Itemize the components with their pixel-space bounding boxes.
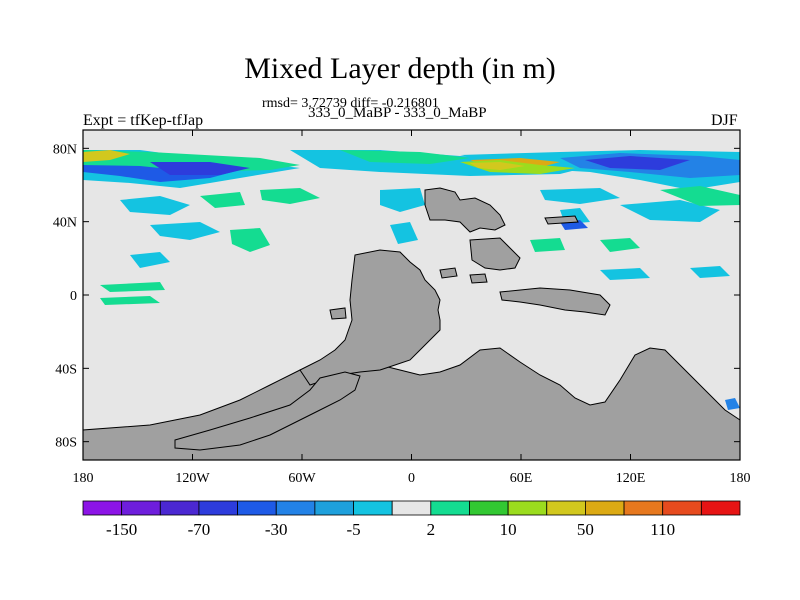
land-east-strip: [499, 287, 611, 316]
contour-blob-yellow-west: [83, 150, 130, 162]
contour-patch-2: [150, 222, 220, 240]
colorbar-label: 110: [650, 520, 675, 539]
contour-patch-4: [200, 192, 245, 208]
land-small-4: [329, 307, 347, 320]
colorbar-swatch: [82, 500, 123, 516]
lon-tick-label: 60E: [510, 471, 533, 486]
colorbar-swatch: [391, 500, 432, 516]
contour-patch-15: [130, 252, 170, 268]
contour-patch-10: [660, 186, 740, 206]
lat-tick-label: 80N: [53, 142, 77, 157]
lat-tick-label: 80S: [55, 436, 77, 451]
colorbar-swatch: [469, 500, 509, 516]
contour-patch-3: [230, 228, 270, 252]
season-label: DJF: [711, 112, 738, 129]
colorbar-swatch: [623, 500, 664, 516]
land-masses: [82, 187, 741, 461]
colorbar-label: 50: [577, 520, 594, 539]
contour-blob-blue-west: [150, 162, 250, 175]
contour-blob-yellow-east2: [470, 162, 525, 170]
map-title: Mixed Layer depth (in m): [244, 52, 556, 85]
colorbar-label: 2: [427, 520, 436, 539]
colorbar-swatch: [700, 500, 741, 516]
land-west-south: [174, 371, 361, 451]
land-central: [299, 249, 441, 386]
colorbar-label: -70: [188, 520, 211, 539]
colorbar-swatch: [237, 500, 277, 516]
contour-patch-20: [725, 398, 740, 410]
land-north-1: [424, 187, 506, 233]
contour-blob-green-west: [83, 150, 330, 172]
colorbar-label: 10: [500, 520, 517, 539]
lat-tick-label: 0: [70, 289, 77, 304]
experiments-line: 333_0_MaBP - 333_0_MaBP: [308, 105, 487, 121]
colorbar-swatch: [546, 500, 586, 516]
land-small-1: [544, 215, 579, 225]
colorbar-swatch: [198, 500, 238, 516]
colorbar-swatch: [353, 500, 393, 516]
contour-blob-green-central: [340, 150, 470, 164]
stats-line: rmsd= 3.72739 diff= -0.216801: [262, 96, 439, 111]
land-small-3: [469, 273, 488, 284]
colorbar-swatch: [662, 500, 702, 516]
contour-patch-17: [100, 296, 160, 305]
experiment-label: Expt = tfKep-tfJap: [83, 112, 204, 129]
colorbar-swatch: [159, 500, 200, 516]
colorbar-label: -30: [265, 520, 288, 539]
contour-blob-darkblue-east: [585, 156, 690, 170]
lat-tick-label: 40N: [53, 216, 77, 231]
lon-tick-label: 120W: [175, 471, 210, 486]
lon-tick-label: 0: [408, 471, 415, 486]
lon-tick-label: 60W: [288, 471, 316, 486]
lat-tick-label: 40S: [55, 362, 77, 377]
contour-patch-6: [380, 188, 425, 212]
lon-tick-label: 180: [730, 471, 751, 486]
contour-patch-5: [260, 188, 320, 204]
land-north-2: [469, 237, 521, 271]
contour-patch-14: [600, 238, 640, 252]
map-panel: [82, 129, 741, 461]
lon-tick-label: 120E: [616, 471, 646, 486]
contour-fills: [83, 150, 740, 410]
contour-patch-1: [120, 196, 190, 215]
contour-patch-19: [690, 266, 730, 278]
contour-patch-8: [540, 188, 620, 204]
contour-patch-9: [620, 200, 720, 222]
land-small-2: [439, 267, 458, 279]
contour-patch-13: [530, 238, 565, 252]
lon-tick-label: 180: [73, 471, 94, 486]
colorbar-swatch: [430, 500, 470, 516]
colorbar-label: -150: [106, 520, 137, 539]
contour-patch-16: [100, 282, 165, 292]
colorbar-swatch: [314, 500, 354, 516]
colorbar-label: -5: [346, 520, 360, 539]
colorbar: -150 -70 -30 -5 2 10 50 110: [82, 500, 741, 539]
colorbar-swatch: [275, 500, 316, 516]
colorbar-swatch: [507, 500, 548, 516]
axis-ticks: 80N 40N 0 40S 80S 180 120W 60W 0 60E 120E 180: [53, 130, 751, 486]
colorbar-swatch: [585, 500, 625, 516]
contour-patch-7: [390, 222, 418, 244]
colorbar-swatch: [121, 500, 161, 516]
contour-patch-18: [600, 268, 650, 280]
